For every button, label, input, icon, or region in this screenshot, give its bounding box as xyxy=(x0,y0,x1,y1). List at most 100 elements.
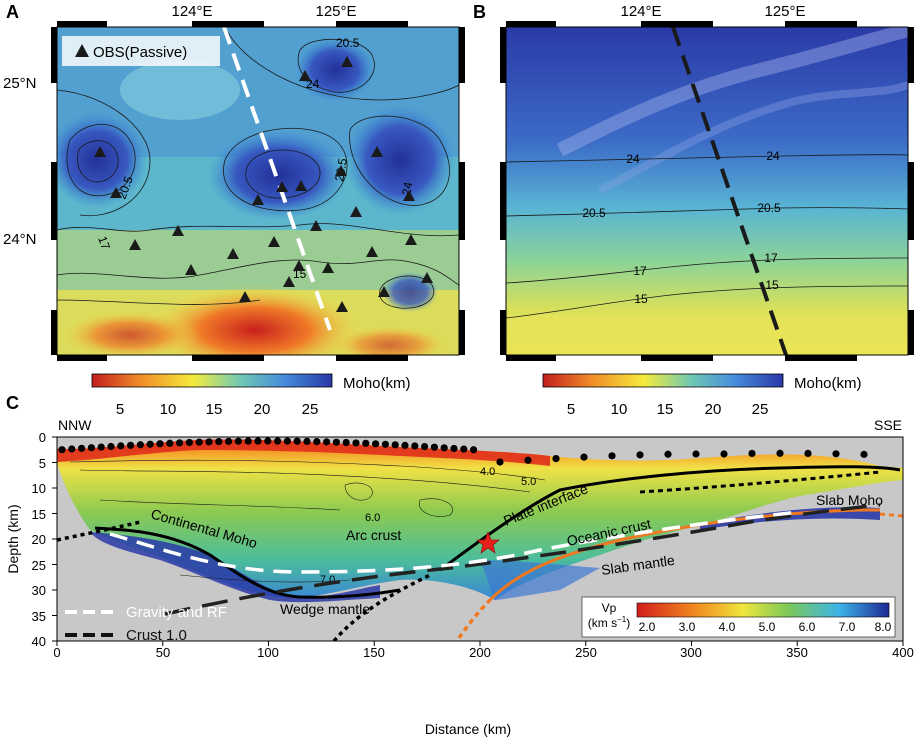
y-tick-10: 10 xyxy=(32,481,46,496)
panel-c-legend: Gravity and RF Crust 1.0 xyxy=(65,604,227,644)
receiver-dot xyxy=(313,438,321,446)
receiver-dot xyxy=(552,454,560,463)
moho-a-tick-25: 25 xyxy=(302,401,319,418)
moho-colorbar-a: Moho(km) 5 10 15 20 25 xyxy=(91,373,411,418)
panel-b-contour-24-b: 24 xyxy=(766,149,780,163)
obs-station-triangle xyxy=(295,180,307,191)
y-tick-30: 30 xyxy=(32,583,46,598)
x-tick-100: 100 xyxy=(257,645,279,660)
moho-b-tick-10: 10 xyxy=(611,401,628,418)
receiver-dot xyxy=(391,441,399,449)
panel-a-contour-24-right: 24 xyxy=(399,181,415,197)
vp-tick-2: 2.0 xyxy=(639,620,656,634)
vp-tick-4: 4.0 xyxy=(719,620,736,634)
obs-station-triangle xyxy=(94,146,106,157)
receiver-dot xyxy=(117,442,125,450)
obs-station-triangle xyxy=(239,291,251,302)
vp-unit-base: (km s xyxy=(588,616,617,630)
panel-b-lon-124: 124°E xyxy=(620,3,661,20)
panel-c-ylabel: Depth (km) xyxy=(5,504,21,573)
receiver-dot xyxy=(496,458,504,466)
receiver-dot xyxy=(78,444,86,452)
receiver-dot xyxy=(215,437,223,446)
receiver-dot xyxy=(524,456,532,464)
obs-station-triangle xyxy=(283,276,295,287)
panel-c-left-dir: NNW xyxy=(58,417,92,433)
panel-b-contour-15-a: 15 xyxy=(634,292,648,306)
panel-a-lon-124: 124°E xyxy=(171,3,212,20)
obs-station-triangle xyxy=(405,234,417,245)
y-tick-40: 40 xyxy=(32,634,46,649)
panel-a-frame xyxy=(51,21,465,361)
receiver-dot xyxy=(225,437,233,445)
panel-b-map: 24 24 20.5 20.5 17 17 15 15 xyxy=(506,27,908,355)
receiver-dot xyxy=(254,437,262,445)
receiver-dot xyxy=(293,437,301,445)
y-tick-35: 35 xyxy=(32,609,46,624)
receiver-dot xyxy=(776,449,784,457)
y-tick-20: 20 xyxy=(32,532,46,547)
moho-b-tick-20: 20 xyxy=(705,401,722,418)
receiver-dot xyxy=(411,442,419,450)
obs-station-triangle xyxy=(172,225,184,236)
obs-station-triangle xyxy=(336,301,348,312)
receiver-dot xyxy=(87,444,95,452)
receiver-dot xyxy=(146,440,154,448)
receiver-dot xyxy=(381,440,389,448)
vp-colorbar-unit: (km s−1) xyxy=(588,615,630,630)
obs-station-triangle xyxy=(366,246,378,257)
panel-c-section: 4.0 5.0 6.0 7.0 Continental Moho Arc cru… xyxy=(57,437,903,641)
moho-b-tick-15: 15 xyxy=(657,401,674,418)
panel-a-map: 20.5 24 20.5 20.5 24 17 15 xyxy=(57,27,459,355)
obs-station-triangle xyxy=(227,248,239,259)
panel-a-letter: A xyxy=(6,2,19,22)
receiver-dot xyxy=(440,444,448,452)
y-tick-25: 25 xyxy=(32,558,46,573)
obs-station-triangle xyxy=(335,165,347,176)
receiver-dot xyxy=(234,437,242,445)
receiver-dot xyxy=(664,450,672,458)
receiver-dot xyxy=(176,439,184,447)
panel-b-contour-15-b: 15 xyxy=(765,278,779,292)
obs-station-triangle xyxy=(299,70,311,81)
moho-a-tick-20: 20 xyxy=(254,401,271,418)
receiver-dot xyxy=(195,438,203,446)
vp-label-4-0: 4.0 xyxy=(480,466,495,478)
receiver-dot xyxy=(430,443,438,451)
panel-a-contour-17: 17 xyxy=(95,234,113,252)
obs-triangle-icon xyxy=(75,44,89,57)
receiver-dot xyxy=(156,440,164,448)
receiver-dot xyxy=(127,441,135,449)
receiver-dot xyxy=(608,452,616,460)
panel-c-xlabel: Distance (km) xyxy=(425,721,511,737)
annotation-slab-moho: Slab Moho xyxy=(816,492,883,508)
panel-a-legend-label: OBS(Passive) xyxy=(93,44,187,61)
receiver-dot xyxy=(450,444,458,453)
obs-station-triangle xyxy=(341,56,353,67)
receiver-dot xyxy=(342,438,350,447)
y-tick-15: 15 xyxy=(32,507,46,522)
panel-c-letter: C xyxy=(6,393,19,413)
y-tick-0: 0 xyxy=(39,430,46,445)
x-tick-50: 50 xyxy=(156,645,170,660)
panel-a-contour-20-5-top: 20.5 xyxy=(336,36,360,50)
receiver-dot xyxy=(205,438,213,446)
receiver-dot xyxy=(692,450,700,458)
panel-b-contour-17-b: 17 xyxy=(764,251,778,265)
receiver-dot xyxy=(832,450,840,458)
vp-tick-6: 6.0 xyxy=(799,620,816,634)
y-tick-5: 5 xyxy=(39,456,46,471)
vp-tick-3: 3.0 xyxy=(679,620,696,634)
panel-b-letter: B xyxy=(473,2,486,22)
receiver-dot xyxy=(68,445,76,453)
receiver-dot xyxy=(244,437,252,445)
receiver-dot xyxy=(748,449,756,458)
obs-station-triangle xyxy=(371,146,383,157)
panel-c-x-ticklabels: 0 50 100 150 200 250 300 350 400 xyxy=(53,645,913,660)
vp-tick-7: 7.0 xyxy=(839,620,856,634)
obs-station-triangle xyxy=(310,220,322,231)
receiver-dot xyxy=(185,438,193,447)
receiver-dot xyxy=(804,449,812,458)
vp-label-6-0: 6.0 xyxy=(365,512,380,524)
receiver-dot xyxy=(332,438,340,446)
